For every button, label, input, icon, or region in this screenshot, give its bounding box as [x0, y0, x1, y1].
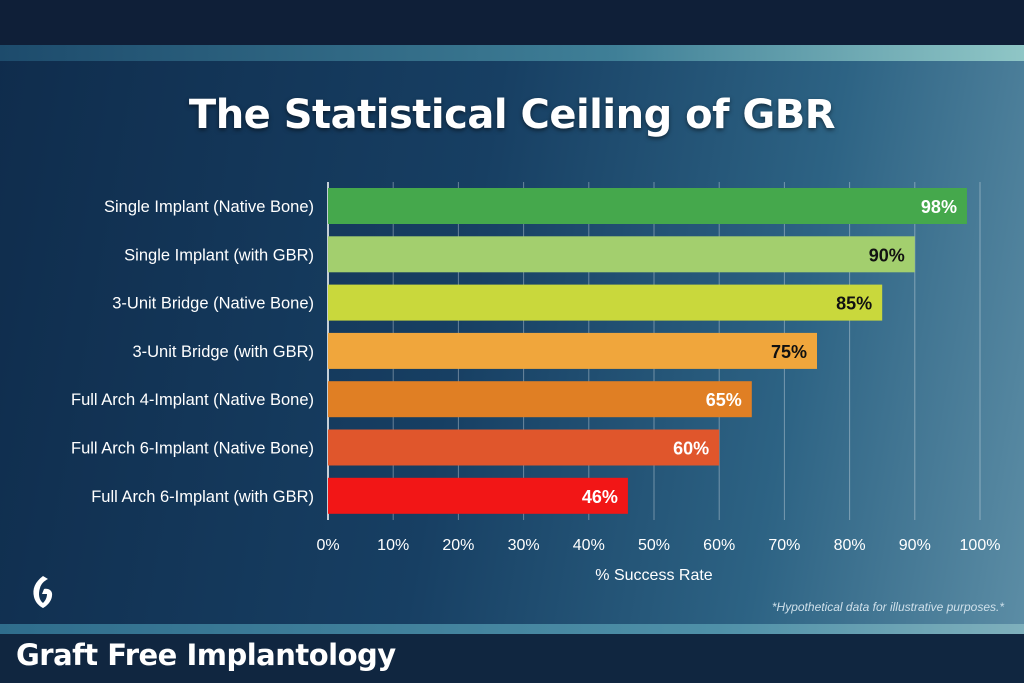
category-label: Full Arch 6-Implant (with GBR) [91, 488, 314, 506]
bar [328, 381, 752, 418]
category-label: Full Arch 6-Implant (Native Bone) [71, 440, 314, 458]
x-tick-label: 20% [442, 537, 474, 554]
data-label: 60% [673, 439, 709, 459]
bar [328, 284, 883, 321]
bar [328, 429, 720, 466]
data-label: 98% [921, 197, 957, 217]
x-axis-label: % Success Rate [595, 567, 712, 584]
x-tick-label: 70% [768, 537, 800, 554]
category-label: Single Implant (with GBR) [124, 246, 314, 264]
chart-title: The Statistical Ceiling of GBR [188, 92, 836, 138]
top-accent-strip [0, 45, 1024, 61]
x-tick-label: 10% [377, 537, 409, 554]
x-tick-label: 40% [573, 537, 605, 554]
footer-band [0, 634, 1024, 683]
bar [328, 188, 967, 224]
bar [328, 477, 628, 514]
x-tick-label: 60% [703, 537, 735, 554]
g-leaf-logo-icon [33, 576, 53, 608]
category-label: 3-Unit Bridge (Native Bone) [112, 295, 314, 313]
x-tick-label: 0% [316, 537, 339, 554]
data-label: 46% [582, 487, 618, 507]
top-band [0, 0, 1024, 45]
category-label: Full Arch 4-Implant (Native Bone) [71, 391, 314, 409]
x-tick-label: 90% [899, 537, 931, 554]
brand-name: Graft Free Implantology [16, 638, 396, 672]
x-tick-label: 50% [638, 537, 670, 554]
category-label: 3-Unit Bridge (with GBR) [132, 343, 314, 361]
data-label: 65% [706, 390, 742, 410]
bar [328, 332, 817, 369]
x-tick-label: 100% [960, 537, 1001, 554]
footnote: *Hypothetical data for illustrative purp… [771, 600, 1004, 614]
category-label: Single Implant (Native Bone) [104, 198, 314, 216]
data-label: 90% [869, 245, 905, 265]
x-tick-label: 30% [508, 537, 540, 554]
data-label: 85% [836, 294, 872, 314]
data-label: 75% [771, 342, 807, 362]
bar [328, 236, 915, 273]
x-tick-label: 80% [834, 537, 866, 554]
bottom-accent-strip [0, 624, 1024, 634]
